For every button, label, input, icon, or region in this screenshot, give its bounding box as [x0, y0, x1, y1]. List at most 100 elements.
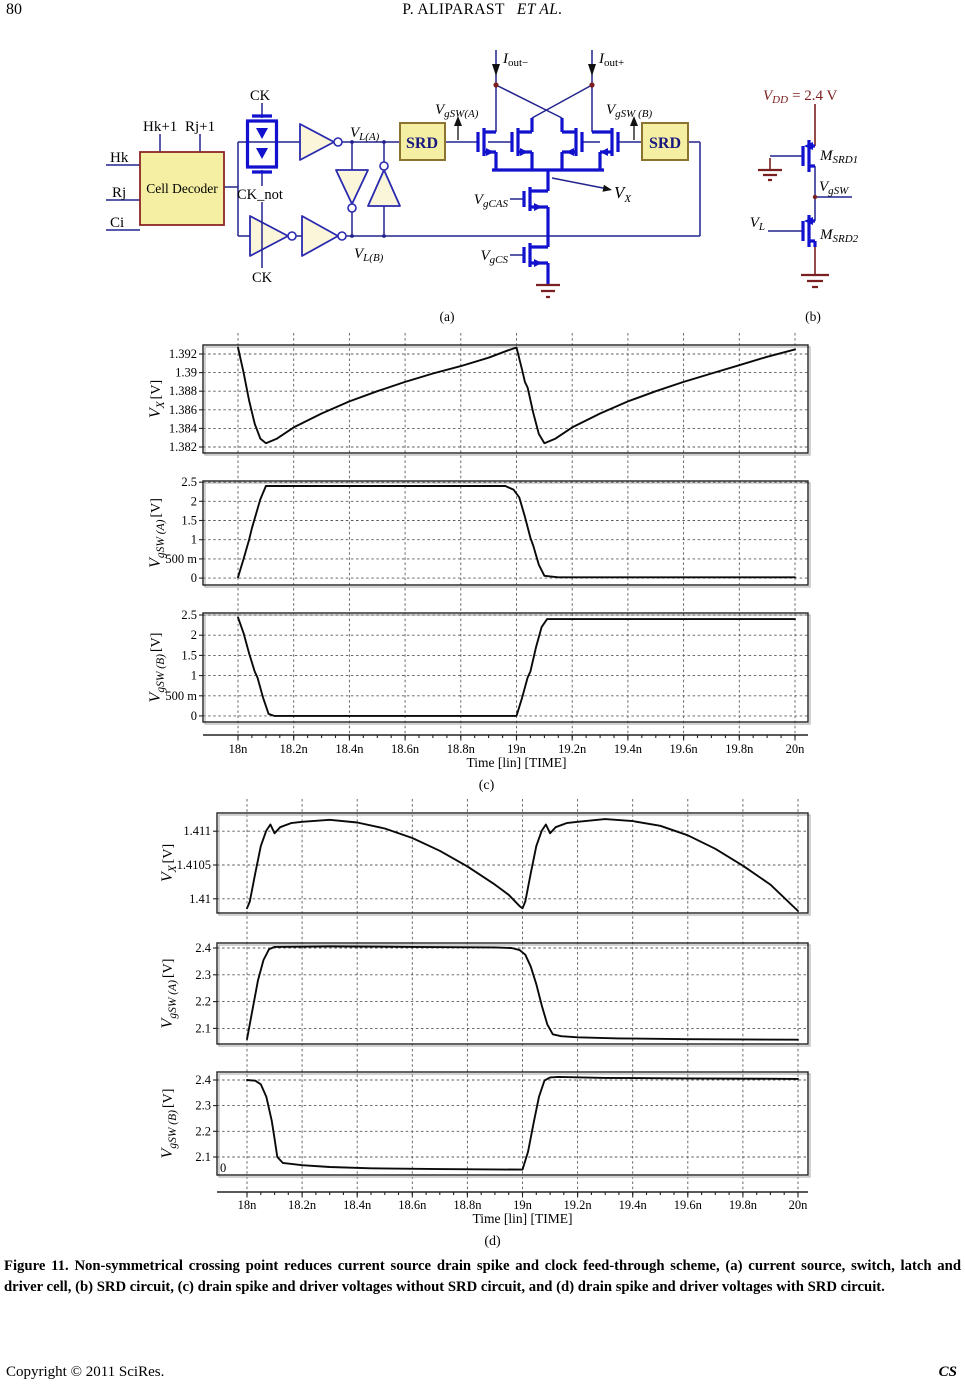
- input-hk-label: Hk: [110, 150, 129, 166]
- panel-frame-shadow: [218, 1073, 811, 1178]
- cascode-and-current-source: [522, 187, 560, 299]
- x-tick-label: 18.4n: [343, 1198, 372, 1212]
- origin-label: 0: [220, 1161, 226, 1175]
- switch-transistors: [476, 118, 620, 191]
- x-tick-label: 19.8n: [725, 742, 754, 756]
- x-axis-title: Time [lin] [TIME]: [473, 1211, 573, 1226]
- supply-wires: [769, 104, 816, 275]
- x-tick-label: 18n: [229, 742, 249, 756]
- x-tick-label: 19.6n: [674, 1198, 703, 1212]
- chart-caption: (c): [479, 778, 495, 793]
- y-axis-label-symbol: V: [159, 1016, 176, 1028]
- x-tick-label: 18.2n: [288, 1198, 317, 1212]
- mosfet-arrow: [534, 203, 542, 211]
- y-tick-label: 1.384: [169, 421, 198, 435]
- x-tick-label: 19.2n: [558, 742, 587, 756]
- clocked-buffer-bottom: [249, 215, 289, 257]
- input-rj1-label: Rj+1: [185, 119, 215, 135]
- panel-frame-shadow: [204, 614, 811, 725]
- srd-b-label: SRD: [649, 135, 681, 152]
- waveform-trace: [246, 945, 799, 1041]
- y-axis-label: VgSW (B) [V]: [147, 633, 167, 703]
- panel-frame: [202, 612, 809, 723]
- mosfet-arrow: [486, 148, 494, 156]
- ck-bottom-label: CK: [252, 270, 273, 286]
- panel-frame: [202, 344, 809, 454]
- y-tick-label: 500 m: [165, 689, 197, 703]
- junction-dot: [382, 234, 386, 238]
- clocked-buffer-bubble: [287, 231, 297, 241]
- vgsw-b-label: VgSW (B): [606, 102, 652, 120]
- panel-frame: [202, 480, 809, 586]
- panel-frame: [216, 1071, 809, 1176]
- latch-inverter-down-bubble: [347, 203, 357, 213]
- buffer-bottom-2: [301, 215, 339, 257]
- srd-a-label: SRD: [406, 135, 438, 152]
- x-tick-label: 18.2n: [280, 742, 309, 756]
- x-tick-label: 18.6n: [398, 1198, 427, 1212]
- y-tick-label: 2: [191, 628, 197, 642]
- vgsw-a-arrowhead: [454, 116, 462, 126]
- x-tick-label: 19.8n: [729, 1198, 758, 1212]
- x-tick-label: 19n: [513, 1198, 533, 1212]
- x-tick-label: 20n: [786, 742, 806, 756]
- y-axis-label-symbol: V: [159, 1146, 176, 1158]
- y-tick-label: 2.3: [195, 1099, 211, 1113]
- latch-inverter-up-bubble: [379, 161, 389, 171]
- x-tick-label: 20n: [789, 1198, 809, 1212]
- ck-top-label: CK: [250, 88, 271, 104]
- x-axis-title: Time [lin] [TIME]: [467, 755, 567, 770]
- y-tick-label: 1: [191, 533, 197, 547]
- mosfet-arrow: [804, 217, 813, 225]
- y-tick-label: 2: [191, 494, 197, 508]
- y-axis-label-unit: [V]: [161, 844, 176, 863]
- vx-arrowhead: [602, 184, 612, 192]
- transmission-gate-body: [245, 114, 279, 174]
- y-tick-label: 1.411: [183, 824, 211, 838]
- y-tick-label: 1.41: [189, 892, 211, 906]
- junction-dot: [589, 82, 595, 88]
- chart-without-srd: 1.3921.391.3881.3861.3841.382VX[V]2.521.…: [147, 333, 811, 793]
- circuit-b: VDD = 2.4 V MSRD1 MSRD2 VgSW VL (b): [750, 88, 859, 324]
- y-tick-label: 2.4: [195, 1073, 211, 1087]
- x-tick-label: 18.4n: [335, 742, 364, 756]
- y-axis-label-subscript: X: [167, 864, 179, 873]
- vgsw-node-label: VgSW: [819, 179, 849, 197]
- mosfet-arrow: [600, 148, 608, 156]
- input-hk1-label: Hk+1: [143, 119, 177, 135]
- x-tick-label: 19n: [507, 742, 527, 756]
- running-head: P. ALIPARAST ET AL.: [0, 1, 965, 19]
- y-tick-label: 1.4105: [177, 858, 211, 872]
- cell-decoder-label: Cell Decoder: [146, 181, 218, 196]
- input-ci-label: Ci: [110, 215, 124, 231]
- cell-decoder-box: [139, 151, 225, 226]
- x-tick-label: 18.8n: [453, 1198, 482, 1212]
- mosfet-arrow: [566, 148, 574, 156]
- y-tick-label: 1.388: [169, 384, 197, 398]
- page-number: 80: [6, 1, 22, 18]
- transmission-gate-arrow-bottom: [256, 148, 268, 159]
- y-axis-label-symbol: V: [159, 870, 176, 882]
- page-footer: Copyright © 2011 SciRes. CS: [6, 1364, 957, 1381]
- y-axis-label: VgSW (A) [V]: [147, 498, 167, 568]
- x-tick-label: 19.6n: [670, 742, 699, 756]
- circuit-a: Cell Decoder SRD SRD: [106, 50, 701, 324]
- waveform-trace: [237, 485, 796, 579]
- ground-symbol: [801, 273, 829, 289]
- y-axis-label-unit: [V]: [149, 633, 164, 652]
- mosfet-arrow: [520, 148, 528, 156]
- y-axis-label: VgSW (B) [V]: [159, 1089, 179, 1159]
- y-tick-label: 2.1: [195, 1150, 211, 1164]
- mosfet-arrow: [804, 142, 813, 150]
- vlb-label: VL(B): [354, 246, 384, 264]
- ground-symbol: [536, 283, 560, 299]
- y-tick-label: 0: [191, 709, 197, 723]
- waveform-trace: [237, 346, 796, 445]
- vgcs-label: VgCS: [480, 248, 508, 266]
- panel-frame: [216, 812, 809, 914]
- vl-label: VL: [750, 215, 765, 233]
- waveform-trace: [246, 1075, 799, 1171]
- y-tick-label: 1.5: [181, 648, 197, 662]
